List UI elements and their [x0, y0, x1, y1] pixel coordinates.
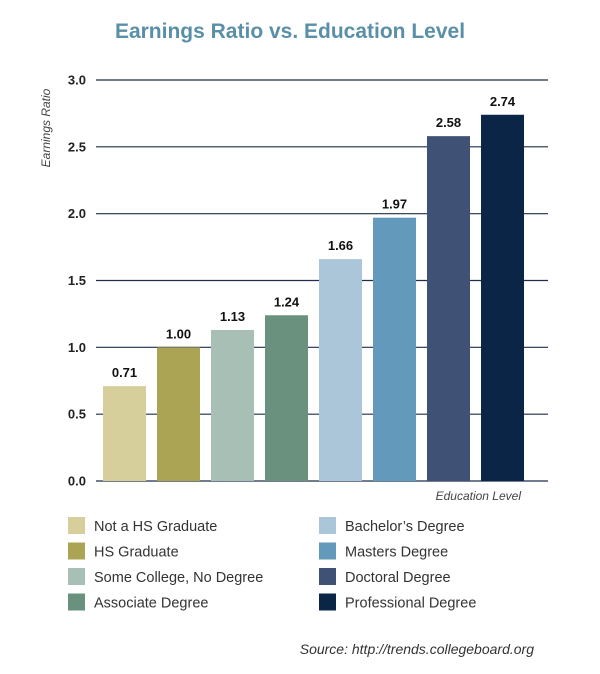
data-label-0: 0.71	[112, 365, 137, 380]
legend-item-5: Masters Degree	[319, 542, 448, 561]
bar-3	[265, 315, 308, 481]
y-tick-labels: 0.0 0.5 1.0 1.5 2.0 2.5 3.0	[68, 73, 86, 489]
legend-label-7: Professional Degree	[345, 596, 476, 612]
bars	[103, 114, 524, 482]
legend-item-6: Doctoral Degree	[319, 568, 451, 586]
data-label-6: 2.58	[436, 115, 461, 130]
legend: Not a HS Graduate HS Graduate Some College…	[68, 517, 476, 612]
bar-7	[481, 114, 524, 482]
legend-item-1: HS Graduate	[68, 542, 179, 561]
bar-4	[319, 259, 362, 481]
legend-item-3: Associate Degree	[68, 593, 208, 612]
bar-6	[427, 136, 470, 481]
chart-title: Earnings Ratio vs. Education Level	[115, 20, 465, 43]
legend-swatch-4	[319, 517, 336, 534]
source-note: Source: http://trends.collegeboard.org	[300, 641, 534, 657]
legend-label-1: HS Graduate	[94, 545, 179, 561]
legend-swatch-6	[319, 568, 336, 585]
legend-swatch-2	[68, 568, 85, 585]
data-labels: 0.71 1.00 1.13 1.24 1.66 1.97 2.58 2.74	[112, 94, 516, 380]
legend-label-6: Doctoral Degree	[345, 570, 451, 586]
legend-item-0: Not a HS Graduate	[68, 517, 217, 535]
legend-label-2: Some College, No Degree	[94, 570, 263, 586]
legend-label-0: Not a HS Graduate	[94, 519, 217, 535]
y-tick-label-1: 0.5	[68, 407, 86, 422]
data-label-1: 1.00	[166, 326, 191, 341]
x-axis-label: Education Level	[436, 489, 522, 503]
legend-label-5: Masters Degree	[345, 545, 448, 561]
legend-swatch-7	[319, 593, 336, 611]
bar-0	[103, 386, 146, 481]
legend-swatch-0	[68, 517, 85, 534]
legend-item-4: Bachelor’s Degree	[319, 517, 465, 535]
bar-5	[373, 217, 416, 481]
legend-item-2: Some College, No Degree	[68, 568, 263, 586]
y-tick-label-4: 2.0	[68, 206, 86, 221]
y-tick-label-6: 3.0	[68, 73, 86, 88]
y-axis-label: Earnings Ratio	[39, 88, 53, 167]
data-label-4: 1.66	[328, 238, 353, 253]
y-tick-label-5: 2.5	[68, 139, 86, 154]
legend-label-3: Associate Degree	[94, 596, 208, 612]
data-label-5: 1.97	[382, 197, 407, 212]
bar-1	[157, 347, 200, 481]
bar-2	[211, 329, 254, 481]
data-label-3: 1.24	[274, 294, 300, 309]
y-tick-label-0: 0.0	[68, 474, 86, 489]
legend-swatch-5	[319, 542, 336, 560]
legend-swatch-3	[68, 593, 85, 611]
legend-item-7: Professional Degree	[319, 593, 476, 612]
data-label-2: 1.13	[220, 309, 245, 324]
y-tick-label-3: 1.5	[68, 273, 86, 288]
data-label-7: 2.74	[490, 94, 516, 109]
legend-swatch-1	[68, 542, 85, 560]
y-tick-label-2: 1.0	[68, 340, 86, 355]
legend-label-4: Bachelor’s Degree	[345, 519, 465, 535]
